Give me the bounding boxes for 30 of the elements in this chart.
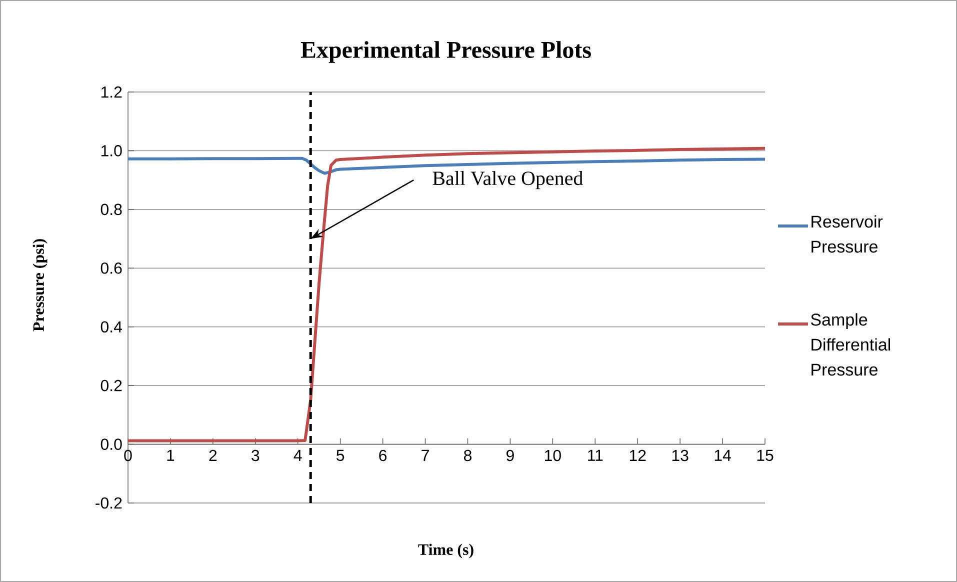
y-axis-title: Pressure (psi) (32, 239, 48, 332)
x-tick-label: 13 (672, 450, 688, 462)
x-tick-label: 8 (464, 450, 472, 462)
y-tick-label: 1.2 (101, 86, 122, 98)
y-tick-label: 0.2 (100, 380, 122, 392)
annotation: Ball Valve Opened (432, 171, 583, 190)
x-tick-label: 0 (124, 450, 132, 462)
x-tick-label: 5 (336, 450, 344, 461)
x-tick-label: 12 (630, 450, 646, 461)
chart-title: Experimental Pressure Plots (300, 41, 591, 63)
x-tick-label: 3 (252, 450, 260, 462)
x-tick-label: 14 (714, 450, 731, 461)
x-tick-label: 9 (506, 450, 514, 462)
x-tick-label: 4 (294, 450, 302, 461)
legend-label: Sample Differential Pressure (810, 313, 890, 376)
x-axis-title: Time (s) (418, 544, 474, 558)
x-tick-label: 10 (545, 450, 561, 462)
y-tick-label: -0.2 (96, 497, 122, 509)
y-tick-label: 0.4 (100, 321, 122, 333)
x-tick-label: 7 (422, 450, 429, 461)
y-tick-label: 1.0 (101, 145, 122, 156)
y-tick-label: 0.8 (100, 204, 122, 216)
x-tick-label: 15 (757, 450, 774, 461)
x-tick-label: 2 (209, 450, 217, 461)
x-tick-label: 1 (167, 450, 174, 461)
x-tick-label: 6 (379, 450, 387, 462)
x-tick-label: 11 (588, 450, 603, 461)
legend-label: Reservoir Pressure (812, 215, 883, 253)
y-tick-label: 0.6 (100, 262, 122, 274)
y-tick-label: 0.0 (100, 438, 122, 450)
